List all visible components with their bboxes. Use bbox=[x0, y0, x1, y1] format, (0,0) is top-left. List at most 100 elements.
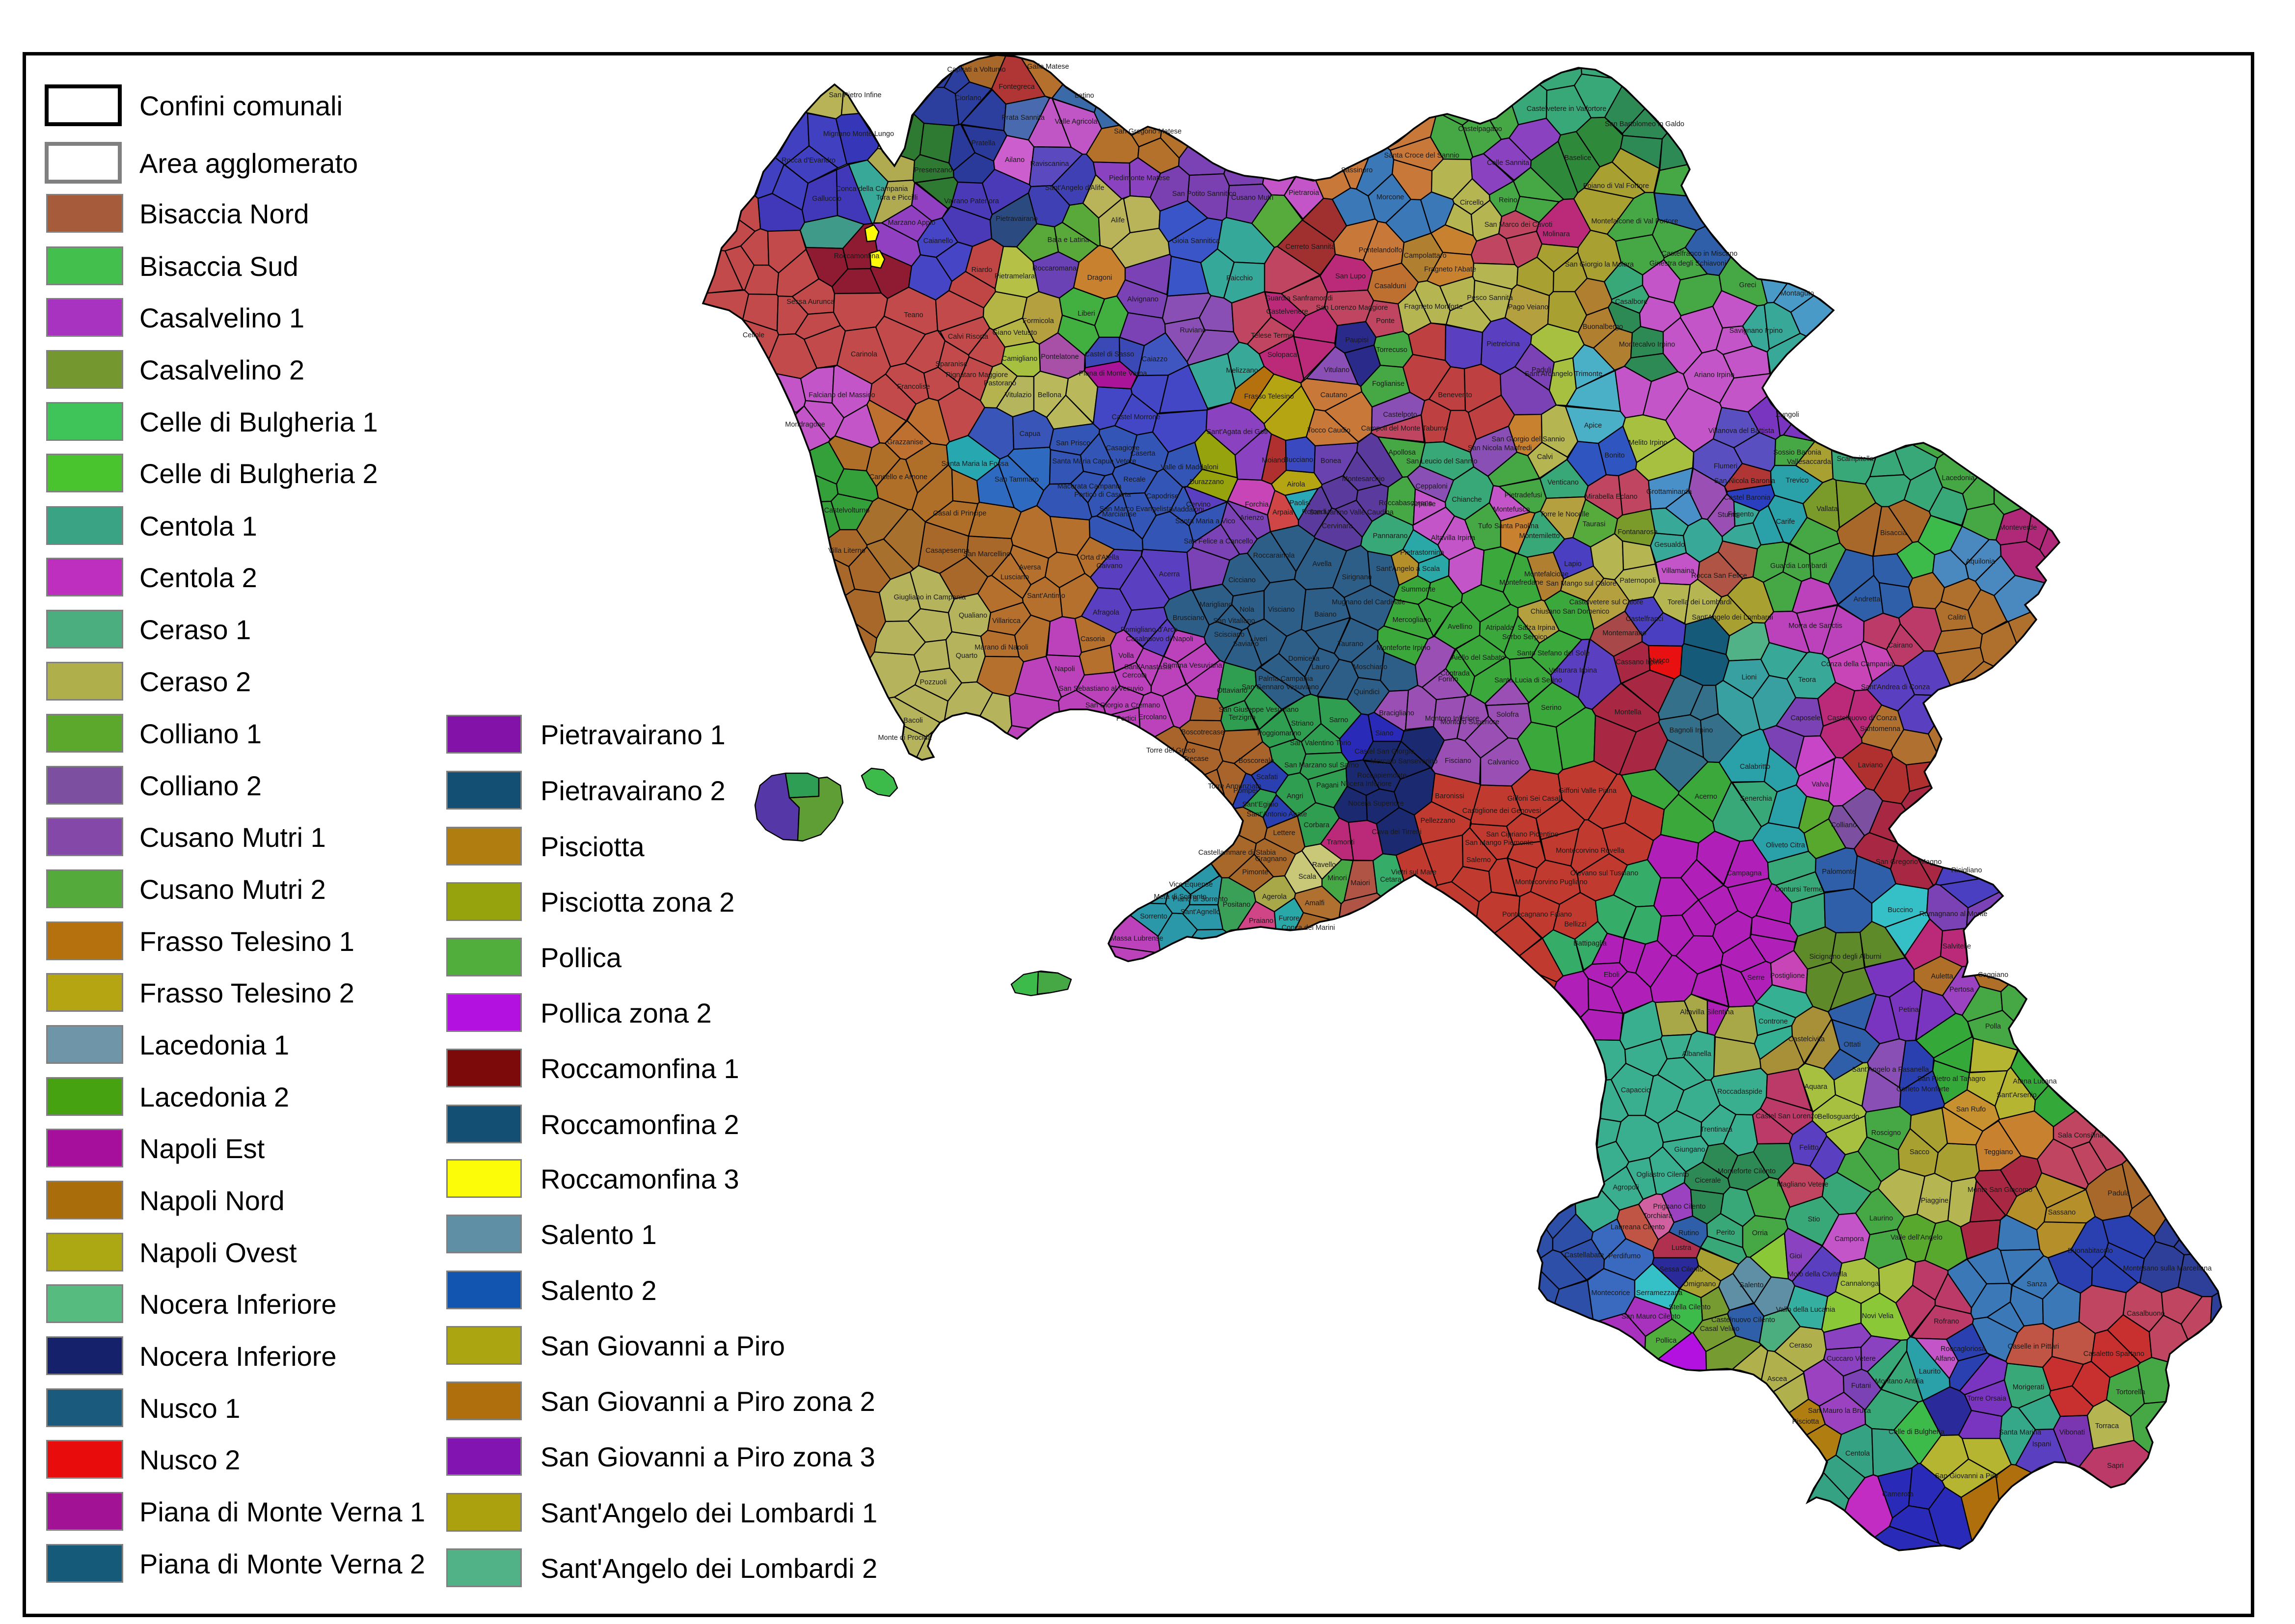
svg-text:Sant'Anastasia: Sant'Anastasia bbox=[1124, 663, 1172, 671]
svg-text:Apollosa: Apollosa bbox=[1388, 449, 1416, 457]
svg-text:Colle Sannita: Colle Sannita bbox=[1487, 159, 1530, 167]
svg-text:Perdifumo: Perdifumo bbox=[1608, 1252, 1641, 1260]
svg-text:Rocca d'Evandro: Rocca d'Evandro bbox=[782, 157, 836, 164]
svg-text:Conza della Campania: Conza della Campania bbox=[1821, 660, 1894, 668]
svg-text:Caiazzo: Caiazzo bbox=[1142, 355, 1167, 363]
svg-text:Torrecuso: Torrecuso bbox=[1376, 346, 1407, 354]
svg-text:Caivano: Caivano bbox=[1096, 562, 1122, 570]
svg-text:Montesano sulla Marcellana: Montesano sulla Marcellana bbox=[2123, 1265, 2212, 1272]
svg-text:Venticano: Venticano bbox=[1547, 479, 1579, 487]
svg-text:Santa Maria a Vico: Santa Maria a Vico bbox=[1175, 517, 1235, 525]
svg-text:Nusco: Nusco bbox=[1649, 657, 1669, 665]
svg-text:Dragoni: Dragoni bbox=[1087, 274, 1112, 282]
svg-text:Salza Irpina: Salza Irpina bbox=[1518, 624, 1556, 632]
svg-text:Gesualdo: Gesualdo bbox=[1654, 541, 1685, 549]
svg-text:Fontanarosa: Fontanarosa bbox=[1618, 528, 1658, 536]
svg-text:Aiello del Sabato: Aiello del Sabato bbox=[1452, 654, 1505, 662]
svg-text:Piana di Monte Verna: Piana di Monte Verna bbox=[1079, 370, 1148, 378]
svg-text:Poggiomarino: Poggiomarino bbox=[1257, 730, 1301, 737]
svg-text:Ricigliano: Ricigliano bbox=[1951, 866, 1982, 874]
svg-text:Calabritto: Calabritto bbox=[1740, 763, 1770, 771]
svg-text:Altavilla Silentina: Altavilla Silentina bbox=[1680, 1008, 1734, 1016]
svg-text:Montecalvo Irpino: Montecalvo Irpino bbox=[1619, 341, 1675, 349]
svg-text:Cercola: Cercola bbox=[1122, 672, 1147, 679]
svg-text:Agerola: Agerola bbox=[1262, 893, 1287, 901]
svg-text:Fontegreca: Fontegreca bbox=[999, 83, 1035, 91]
svg-text:Pollica: Pollica bbox=[1656, 1337, 1677, 1345]
svg-text:Morigerati: Morigerati bbox=[2013, 1383, 2044, 1391]
svg-text:Prata Sannita: Prata Sannita bbox=[1001, 114, 1045, 122]
svg-text:Piedimonte Matese: Piedimonte Matese bbox=[1109, 174, 1170, 182]
svg-text:Villamaina: Villamaina bbox=[1662, 567, 1695, 575]
svg-text:Furore: Furore bbox=[1279, 915, 1300, 922]
svg-text:Macerata Campania: Macerata Campania bbox=[1057, 483, 1122, 490]
svg-text:Baiano: Baiano bbox=[1314, 611, 1336, 619]
svg-text:Caggiano: Caggiano bbox=[1978, 971, 2008, 979]
svg-text:Vairano Patenora: Vairano Patenora bbox=[944, 197, 999, 205]
svg-text:Rocca San Felice: Rocca San Felice bbox=[1691, 572, 1747, 580]
svg-text:Casalduni: Casalduni bbox=[1375, 282, 1406, 290]
svg-text:Villa Literno: Villa Literno bbox=[828, 547, 865, 555]
svg-text:Pietramelara: Pietramelara bbox=[995, 272, 1035, 280]
svg-text:Sant'Angelo dei Lombardi: Sant'Angelo dei Lombardi bbox=[1692, 614, 1773, 622]
svg-text:San Marco Evangelista: San Marco Evangelista bbox=[1099, 505, 1173, 513]
svg-text:Buonabitacolo: Buonabitacolo bbox=[2068, 1247, 2113, 1255]
svg-text:Bellosguardo: Bellosguardo bbox=[1818, 1113, 1860, 1121]
svg-text:San Mango Piemonte: San Mango Piemonte bbox=[1465, 839, 1533, 847]
svg-text:Alife: Alife bbox=[1111, 217, 1125, 224]
svg-text:Castelvetere in Valfortore: Castelvetere in Valfortore bbox=[1527, 105, 1607, 113]
svg-text:Molinara: Molinara bbox=[1542, 230, 1570, 238]
svg-text:Caserta: Caserta bbox=[1131, 450, 1156, 458]
svg-text:Villaricca: Villaricca bbox=[992, 617, 1021, 625]
svg-text:Valle di Maddaloni: Valle di Maddaloni bbox=[1161, 463, 1218, 471]
svg-text:Ottati: Ottati bbox=[1844, 1041, 1861, 1049]
svg-text:Cusano Mutri: Cusano Mutri bbox=[1231, 194, 1273, 202]
svg-text:Futani: Futani bbox=[1851, 1382, 1871, 1390]
svg-text:Gioi: Gioi bbox=[1789, 1252, 1802, 1260]
svg-text:Morcone: Morcone bbox=[1377, 193, 1404, 201]
svg-text:Reino: Reino bbox=[1499, 196, 1517, 204]
svg-text:Lauro: Lauro bbox=[1311, 663, 1329, 671]
svg-text:Summonte: Summonte bbox=[1401, 586, 1435, 594]
svg-text:Teora: Teora bbox=[1798, 676, 1816, 684]
svg-text:Castelpagano: Castelpagano bbox=[1458, 125, 1502, 133]
svg-text:Roccabascerana: Roccabascerana bbox=[1379, 499, 1433, 507]
svg-text:Forchia: Forchia bbox=[1245, 501, 1269, 509]
svg-text:Lettere: Lettere bbox=[1273, 829, 1295, 837]
svg-text:Piano di Sorrento: Piano di Sorrento bbox=[1173, 895, 1228, 903]
svg-text:Mugnano del Cardinale: Mugnano del Cardinale bbox=[1332, 598, 1405, 606]
svg-text:Serramezzana: Serramezzana bbox=[1636, 1289, 1683, 1297]
svg-text:Tramonti: Tramonti bbox=[1327, 839, 1355, 846]
svg-text:Atripalda: Atripalda bbox=[1485, 624, 1514, 632]
svg-text:Baselice: Baselice bbox=[1565, 154, 1592, 162]
svg-text:Contrada: Contrada bbox=[1440, 670, 1470, 677]
svg-text:Carinola: Carinola bbox=[851, 351, 878, 358]
svg-text:Acerno: Acerno bbox=[1695, 793, 1717, 801]
svg-text:Caposele: Caposele bbox=[1790, 714, 1820, 722]
svg-text:Savignano Irpino: Savignano Irpino bbox=[1729, 327, 1783, 335]
svg-text:San Martino Valle Caudina: San Martino Valle Caudina bbox=[1309, 509, 1394, 516]
svg-text:Pratella: Pratella bbox=[971, 139, 996, 147]
svg-text:Capodrise: Capodrise bbox=[1146, 492, 1179, 500]
svg-text:Sant'Angelo d'Alife: Sant'Angelo d'Alife bbox=[1045, 184, 1105, 192]
svg-text:Roccagloriosa: Roccagloriosa bbox=[1941, 1345, 1986, 1353]
svg-text:Castelnuovo di Conza: Castelnuovo di Conza bbox=[1827, 714, 1897, 722]
svg-text:Minori: Minori bbox=[1327, 874, 1347, 882]
svg-text:Pagani: Pagani bbox=[1316, 782, 1338, 789]
svg-text:Pastorano: Pastorano bbox=[984, 379, 1016, 387]
svg-text:Casoria: Casoria bbox=[1080, 635, 1106, 643]
svg-text:Chiusano San Domenico: Chiusano San Domenico bbox=[1531, 608, 1609, 616]
svg-text:Ogliastro Cilento: Ogliastro Cilento bbox=[1636, 1171, 1689, 1179]
svg-text:Ailano: Ailano bbox=[1005, 156, 1025, 164]
svg-text:Colliano: Colliano bbox=[1831, 821, 1857, 829]
svg-text:Forino: Forino bbox=[1438, 676, 1458, 683]
svg-text:Guardia Lombardi: Guardia Lombardi bbox=[1770, 562, 1827, 570]
svg-text:Letino: Letino bbox=[1075, 92, 1094, 100]
svg-text:Vitulano: Vitulano bbox=[1324, 366, 1350, 374]
svg-text:Volturara Irpina: Volturara Irpina bbox=[1549, 667, 1597, 675]
svg-text:Vitulazio: Vitulazio bbox=[1005, 391, 1032, 399]
svg-text:Arpaise: Arpaise bbox=[1411, 500, 1435, 508]
svg-text:Novi Velia: Novi Velia bbox=[1862, 1312, 1894, 1320]
svg-text:Scampitella: Scampitella bbox=[1837, 455, 1874, 463]
svg-text:Battipaglia: Battipaglia bbox=[1573, 940, 1607, 947]
